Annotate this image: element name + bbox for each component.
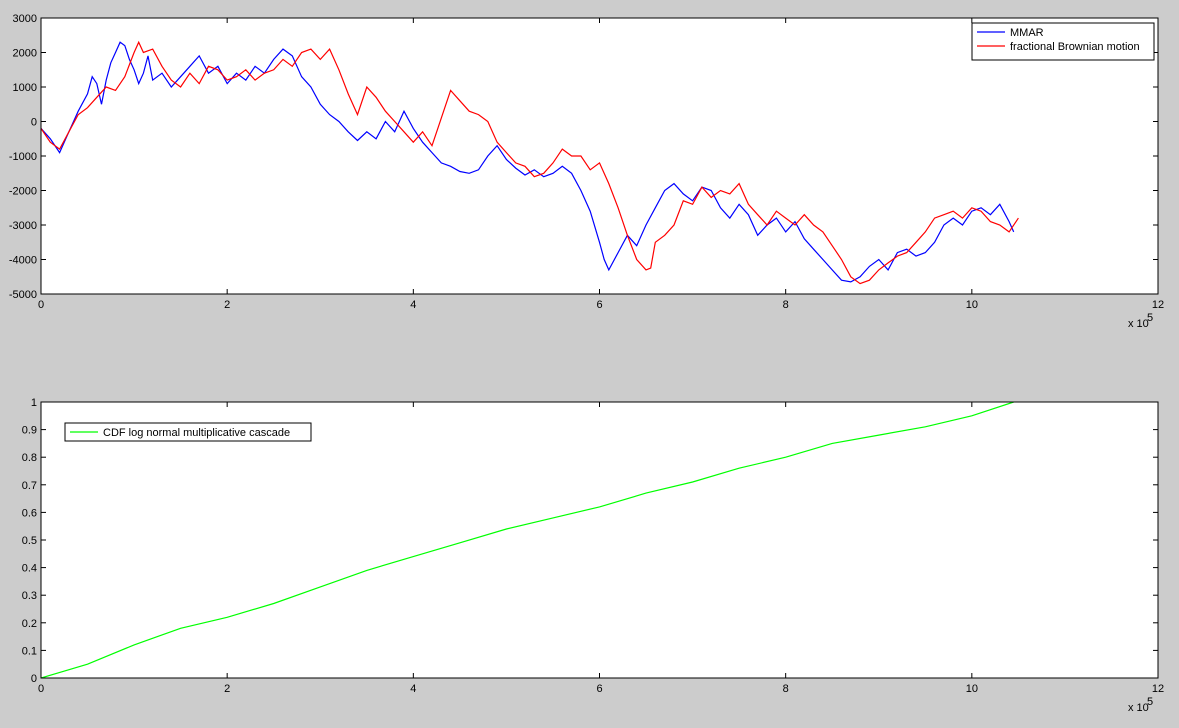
- y-tick-label: 0: [31, 673, 37, 685]
- x-tick-label: 10: [966, 299, 978, 311]
- y-tick-label: 0: [31, 117, 37, 129]
- y-tick-label: 2000: [13, 48, 37, 60]
- y-tick-label: 0.3: [22, 590, 37, 602]
- y-tick-label: 1000: [13, 82, 37, 94]
- y-tick-label: -4000: [9, 255, 37, 267]
- legend-label: fractional Brownian motion: [1010, 41, 1140, 53]
- legend-box: [971, 22, 1155, 61]
- x-tick-label: 6: [596, 299, 602, 311]
- series-line-2: [41, 40, 1019, 285]
- x-tick-label: 4: [410, 299, 416, 311]
- x-multiplier-label: x 10: [1128, 702, 1149, 714]
- series-line-1: [41, 41, 1015, 283]
- y-tick-label: -3000: [9, 220, 37, 232]
- y-tick-label: 0.1: [22, 645, 37, 657]
- legend-label: CDF log normal multiplicative cascade: [103, 427, 290, 439]
- series-line-1: [41, 402, 1014, 678]
- x-tick-label: 12: [1152, 299, 1164, 311]
- plot-area: [41, 402, 1158, 678]
- y-tick-label: 3000: [13, 13, 37, 25]
- plot-area: [41, 18, 1158, 294]
- x-multiplier-exponent: 5: [1147, 312, 1153, 324]
- x-tick-label: 2: [224, 299, 230, 311]
- x-tick-label: 6: [596, 683, 602, 695]
- x-tick-label: 8: [783, 299, 789, 311]
- y-tick-label: 0.4: [22, 563, 37, 575]
- x-tick-label: 0: [38, 299, 44, 311]
- x-tick-label: 0: [38, 683, 44, 695]
- y-tick-label: 0.6: [22, 507, 37, 519]
- y-tick-label: 0.2: [22, 618, 37, 630]
- x-tick-label: 12: [1152, 683, 1164, 695]
- legend: CDF log normal multiplicative cascade: [64, 422, 312, 442]
- x-multiplier-exponent: 5: [1147, 696, 1153, 708]
- y-tick-label: 1: [31, 397, 37, 409]
- y-tick-label: 0.7: [22, 480, 37, 492]
- x-tick-label: 10: [966, 683, 978, 695]
- y-tick-label: 0.9: [22, 425, 37, 437]
- y-tick-label: 0.8: [22, 452, 37, 464]
- x-multiplier-label: x 10: [1128, 318, 1149, 330]
- y-tick-label: -2000: [9, 186, 37, 198]
- legend-box: [64, 422, 312, 442]
- y-tick-label: -1000: [9, 151, 37, 163]
- x-tick-label: 8: [783, 683, 789, 695]
- top-line-chart: 0 2 4 6 8 10 12 -5000 -4000 -3000 -2000 -1000 0 1000 2…: [9, 13, 1164, 330]
- bottom-line-chart: 0 2 4 6 8 10 12 0 0.1 0.2 0.3 0.4 0.5 0.6 0.7 0.8 0.9 1 x …: [22, 397, 1164, 714]
- legend-label: MMAR: [1010, 27, 1044, 39]
- x-tick-label: 2: [224, 683, 230, 695]
- legend: MMAR fractional Brownian motion: [971, 22, 1155, 61]
- y-tick-label: -5000: [9, 289, 37, 301]
- y-tick-label: 0.5: [22, 535, 37, 547]
- x-tick-label: 4: [410, 683, 416, 695]
